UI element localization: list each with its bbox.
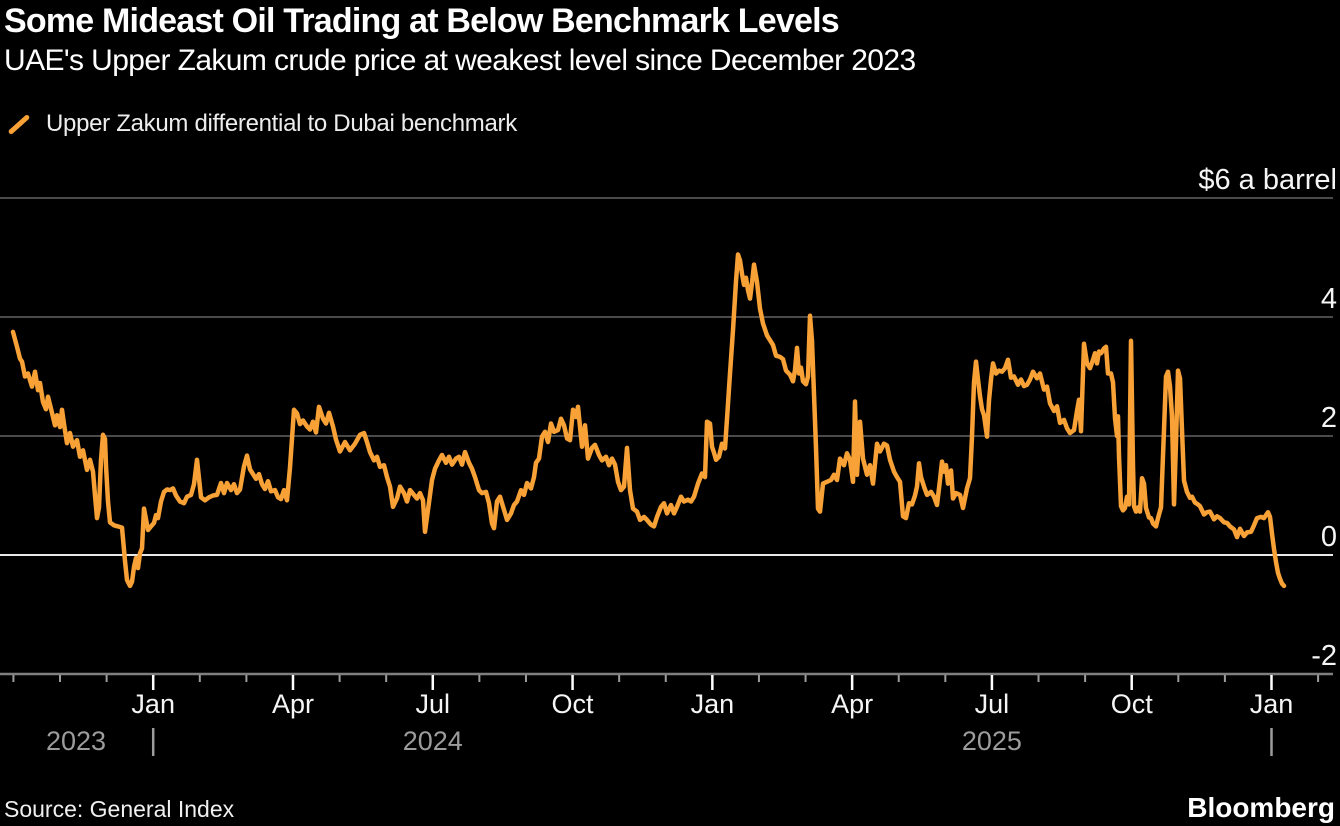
- y-axis-label-2: 2: [1321, 402, 1337, 434]
- chart-subtitle: UAE's Upper Zakum crude price at weakest…: [4, 44, 916, 77]
- y-axis-label-4: 4: [1321, 283, 1337, 315]
- year-label-2025: 2025: [962, 726, 1022, 756]
- y-axis-label-6: $6 a barrel: [1198, 164, 1337, 196]
- month-label-2026-1: Jan: [1250, 689, 1294, 719]
- bloomberg-logo: Bloomberg: [1187, 792, 1335, 823]
- data-line-series: [10, 252, 1287, 589]
- month-label-2024-1: Jan: [131, 689, 175, 719]
- source-credit: Source: General Index: [4, 796, 235, 822]
- month-label-2025-4: Apr: [831, 689, 873, 719]
- month-label-2025-7: Jul: [975, 689, 1010, 719]
- month-label-2024-4: Apr: [272, 689, 314, 719]
- month-label-2024-7: Jul: [416, 689, 451, 719]
- y-axis-label-0: 0: [1321, 521, 1337, 553]
- month-label-2024-10: Oct: [552, 689, 595, 719]
- month-label-2025-1: Jan: [691, 689, 735, 719]
- legend: Upper Zakum differential to Dubai benchm…: [6, 110, 517, 138]
- chart-title: Some Mideast Oil Trading at Below Benchm…: [4, 2, 840, 40]
- year-label-2023: 2023: [46, 726, 106, 756]
- y-axis-label--2: -2: [1311, 640, 1337, 672]
- month-label-2025-10: Oct: [1111, 689, 1154, 719]
- legend-series-label: Upper Zakum differential to Dubai benchm…: [46, 110, 517, 137]
- year-label-2024: 2024: [403, 726, 463, 756]
